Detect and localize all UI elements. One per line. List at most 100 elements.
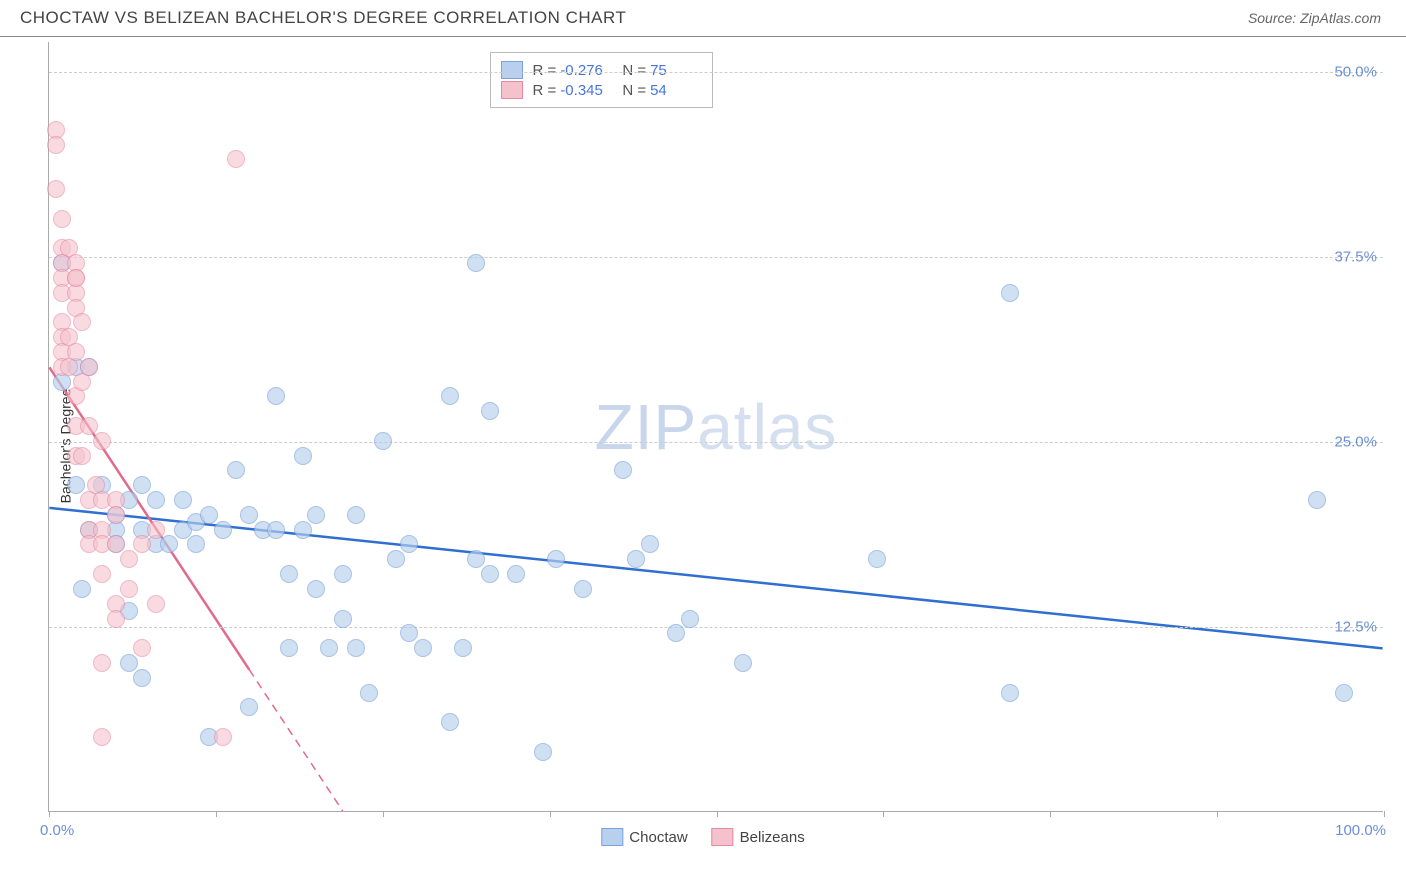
- scatter-point: [67, 476, 85, 494]
- legend-item: Choctaw: [601, 828, 687, 846]
- legend-item: Belizeans: [712, 828, 805, 846]
- scatter-point: [280, 639, 298, 657]
- scatter-point: [267, 387, 285, 405]
- scatter-point: [93, 654, 111, 672]
- source-label: Source: ZipAtlas.com: [1248, 10, 1381, 26]
- scatter-point: [133, 669, 151, 687]
- scatter-point: [147, 491, 165, 509]
- scatter-point: [120, 580, 138, 598]
- chart-header: CHOCTAW VS BELIZEAN BACHELOR'S DEGREE CO…: [0, 0, 1406, 37]
- scatter-point: [614, 461, 632, 479]
- scatter-point: [240, 698, 258, 716]
- scatter-point: [67, 269, 85, 287]
- y-tick-label: 50.0%: [1334, 63, 1377, 80]
- scatter-point: [454, 639, 472, 657]
- scatter-point: [107, 610, 125, 628]
- scatter-point: [467, 254, 485, 272]
- scatter-point: [387, 550, 405, 568]
- scatter-point: [160, 535, 178, 553]
- scatter-point: [200, 506, 218, 524]
- scatter-point: [307, 506, 325, 524]
- chart-plot-area: ZIPatlas R = -0.276 N = 75R = -0.345 N =…: [48, 42, 1383, 812]
- legend-label: Belizeans: [740, 829, 805, 846]
- scatter-point: [627, 550, 645, 568]
- scatter-point: [214, 728, 232, 746]
- scatter-point: [307, 580, 325, 598]
- scatter-point: [120, 654, 138, 672]
- x-tick: [1384, 811, 1385, 817]
- scatter-point: [347, 506, 365, 524]
- scatter-point: [133, 639, 151, 657]
- scatter-point: [507, 565, 525, 583]
- gridline: [49, 442, 1383, 443]
- scatter-point: [73, 580, 91, 598]
- scatter-point: [294, 447, 312, 465]
- stat-n-label: N =: [622, 82, 646, 99]
- gridline: [49, 72, 1383, 73]
- scatter-point: [93, 432, 111, 450]
- scatter-point: [1335, 684, 1353, 702]
- x-axis-max-label: 100.0%: [1335, 822, 1386, 839]
- scatter-point: [320, 639, 338, 657]
- scatter-point: [267, 521, 285, 539]
- scatter-point: [734, 654, 752, 672]
- scatter-point: [147, 595, 165, 613]
- chart-title: CHOCTAW VS BELIZEAN BACHELOR'S DEGREE CO…: [20, 8, 626, 28]
- legend-swatch: [501, 81, 523, 99]
- scatter-point: [400, 535, 418, 553]
- scatter-point: [47, 136, 65, 154]
- x-tick: [49, 811, 50, 817]
- y-tick-label: 12.5%: [1334, 618, 1377, 635]
- trend-line-extrapolated: [249, 670, 342, 811]
- scatter-point: [400, 624, 418, 642]
- stats-legend-row: R = -0.276 N = 75: [501, 61, 703, 79]
- scatter-point: [467, 550, 485, 568]
- scatter-point: [681, 610, 699, 628]
- stat-n-value: 75: [650, 62, 702, 79]
- scatter-point: [214, 521, 232, 539]
- scatter-point: [227, 150, 245, 168]
- scatter-point: [360, 684, 378, 702]
- scatter-point: [133, 476, 151, 494]
- x-axis-min-label: 0.0%: [40, 822, 74, 839]
- scatter-point: [441, 713, 459, 731]
- scatter-point: [73, 313, 91, 331]
- x-tick: [216, 811, 217, 817]
- scatter-point: [1308, 491, 1326, 509]
- scatter-point: [147, 521, 165, 539]
- stat-r-value: -0.276: [560, 62, 612, 79]
- scatter-point: [334, 610, 352, 628]
- x-tick: [1050, 811, 1051, 817]
- stat-r-label: R =: [533, 62, 557, 79]
- scatter-point: [174, 491, 192, 509]
- scatter-point: [133, 535, 151, 553]
- scatter-point: [481, 565, 499, 583]
- scatter-point: [294, 521, 312, 539]
- scatter-point: [481, 402, 499, 420]
- scatter-point: [93, 728, 111, 746]
- scatter-point: [667, 624, 685, 642]
- legend-swatch: [601, 828, 623, 846]
- scatter-point: [534, 743, 552, 761]
- scatter-point: [441, 387, 459, 405]
- scatter-point: [53, 210, 71, 228]
- scatter-point: [67, 343, 85, 361]
- stat-r-label: R =: [533, 82, 557, 99]
- scatter-point: [868, 550, 886, 568]
- legend-swatch: [501, 61, 523, 79]
- stat-r-value: -0.345: [560, 82, 612, 99]
- scatter-point: [414, 639, 432, 657]
- gridline: [49, 627, 1383, 628]
- x-tick: [717, 811, 718, 817]
- scatter-point: [1001, 684, 1019, 702]
- scatter-point: [227, 461, 245, 479]
- scatter-point: [347, 639, 365, 657]
- stats-legend: R = -0.276 N = 75R = -0.345 N = 54: [490, 52, 714, 108]
- scatter-point: [374, 432, 392, 450]
- y-tick-label: 37.5%: [1334, 248, 1377, 265]
- scatter-point: [73, 447, 91, 465]
- scatter-point: [107, 506, 125, 524]
- y-tick-label: 25.0%: [1334, 433, 1377, 450]
- legend-swatch: [712, 828, 734, 846]
- scatter-point: [120, 550, 138, 568]
